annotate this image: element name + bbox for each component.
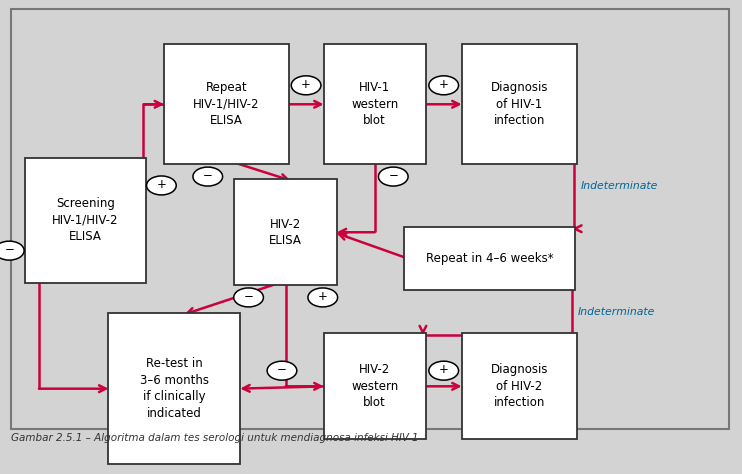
Circle shape (267, 361, 297, 380)
FancyBboxPatch shape (25, 158, 145, 283)
Text: Repeat
HIV-1/HIV-2
ELISA: Repeat HIV-1/HIV-2 ELISA (193, 81, 260, 128)
FancyBboxPatch shape (462, 45, 577, 164)
Text: HIV-1
western
blot: HIV-1 western blot (351, 81, 398, 128)
Text: +: + (439, 363, 449, 376)
Text: Repeat in 4–6 weeks*: Repeat in 4–6 weeks* (426, 252, 554, 265)
Text: +: + (301, 78, 311, 91)
Text: −: − (243, 290, 254, 303)
Text: Indeterminate: Indeterminate (580, 181, 657, 191)
FancyBboxPatch shape (234, 180, 337, 285)
Text: HIV-2
ELISA: HIV-2 ELISA (269, 218, 302, 247)
FancyBboxPatch shape (462, 334, 577, 439)
Text: −: − (277, 363, 287, 376)
Circle shape (146, 176, 177, 195)
FancyBboxPatch shape (324, 334, 426, 439)
Text: Gambar 2.5.1 – Algoritma dalam tes serologi untuk mendiagnosa infeksi HIV-1: Gambar 2.5.1 – Algoritma dalam tes serol… (11, 433, 418, 444)
FancyBboxPatch shape (108, 313, 240, 464)
Text: HIV-2
western
blot: HIV-2 western blot (351, 363, 398, 410)
Circle shape (429, 361, 459, 380)
Text: Diagnosis
of HIV-1
infection: Diagnosis of HIV-1 infection (490, 81, 548, 128)
FancyBboxPatch shape (404, 227, 575, 290)
FancyBboxPatch shape (324, 45, 426, 164)
Circle shape (378, 167, 408, 186)
Circle shape (291, 76, 321, 95)
Circle shape (193, 167, 223, 186)
Circle shape (0, 241, 24, 260)
Text: −: − (388, 169, 398, 182)
FancyBboxPatch shape (11, 9, 729, 429)
Text: Indeterminate: Indeterminate (578, 307, 655, 317)
Text: −: − (203, 169, 213, 182)
Text: +: + (157, 178, 166, 191)
Circle shape (308, 288, 338, 307)
Text: −: − (4, 243, 14, 256)
Text: Re-test in
3–6 months
if clinically
indicated: Re-test in 3–6 months if clinically indi… (140, 357, 209, 420)
Text: Screening
HIV-1/HIV-2
ELISA: Screening HIV-1/HIV-2 ELISA (52, 197, 119, 244)
Text: +: + (439, 78, 449, 91)
Text: Diagnosis
of HIV-2
infection: Diagnosis of HIV-2 infection (490, 363, 548, 410)
Circle shape (234, 288, 263, 307)
Circle shape (429, 76, 459, 95)
FancyBboxPatch shape (164, 45, 289, 164)
Text: +: + (318, 290, 328, 303)
